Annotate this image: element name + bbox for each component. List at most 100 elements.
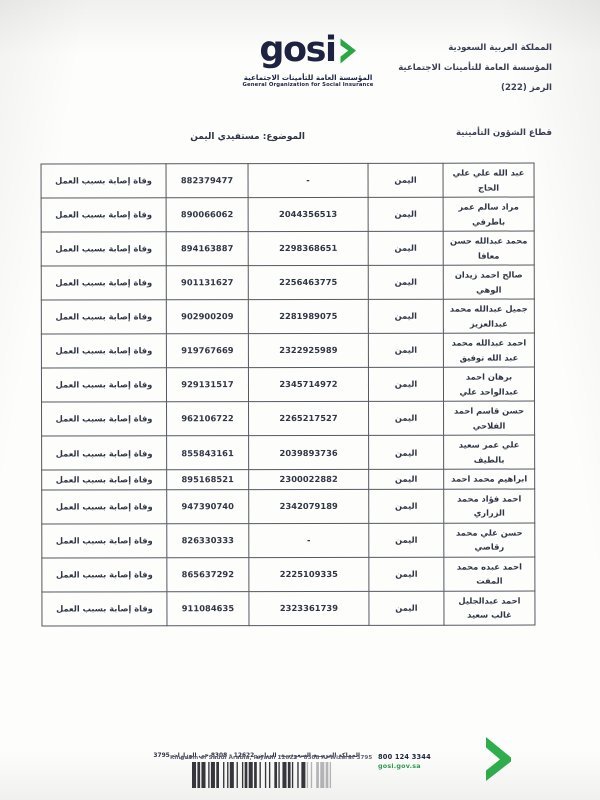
gosi-logo: gosi المؤسسة العامة للتأمينات الاجتماعية… — [228, 33, 388, 89]
cell-country-text: اليمن — [395, 602, 418, 613]
cell-gosi-id-text: 902900209 — [181, 311, 234, 322]
cell-gosi-id: 865637292 — [166, 557, 249, 592]
cell-name: احمد فؤاد محمد الزراري — [443, 488, 535, 524]
cell-national-id: 2342079189 — [248, 489, 369, 524]
table-body: عبد الله علي علي الحاج اليمن - 882379477 وفا… — [41, 163, 535, 626]
cell-national-id-text: - — [306, 175, 310, 186]
cell-country-text: اليمن — [395, 568, 418, 579]
footer-website[interactable]: gosi.gov.sa — [378, 762, 421, 770]
cell-reason-text: وفاة إصابة بسبب العمل — [55, 345, 153, 356]
cell-reason-text: وفاة إصابة بسبب العمل — [55, 277, 153, 288]
cell-country: اليمن — [368, 163, 444, 198]
footer-address-ar: المملكة العربيــة السعوديــة، الرياض 126… — [153, 752, 360, 759]
cell-gosi-id-text: 826330333 — [181, 535, 235, 546]
table-row: محمد عبدالله حسن معافا اليمن 2298368651 894… — [41, 231, 535, 267]
cell-name-text: حسن قاسم احمد الفلاحي — [453, 405, 525, 431]
table-row: عبد الله علي علي الحاج اليمن - 882379477 وفا… — [41, 163, 535, 199]
beneficiaries-table: عبد الله علي علي الحاج اليمن - 882379477 وفا… — [41, 163, 536, 627]
cell-country-text: اليمن — [394, 379, 418, 390]
cell-country: اليمن — [368, 367, 444, 402]
table-row: صالح احمد زيدان الوهي اليمن 2256463775 9011… — [41, 265, 535, 301]
cell-national-id: 2281989075 — [248, 299, 369, 334]
cell-gosi-id-text: 919767669 — [181, 345, 234, 356]
cell-country: اليمن — [368, 265, 444, 300]
cell-country: اليمن — [368, 523, 444, 558]
cell-national-id: - — [248, 163, 369, 198]
cell-national-id: 2300022882 — [248, 469, 369, 490]
cell-gosi-id: 902900209 — [166, 299, 249, 334]
cell-reason: وفاة إصابة بسبب العمل — [41, 591, 167, 626]
cell-reason: وفاة إصابة بسبب العمل — [41, 333, 167, 369]
cell-country-text: اليمن — [394, 311, 418, 322]
cell-name: مراد سالم عمر باطرفي — [443, 197, 535, 232]
cell-reason: وفاة إصابة بسبب العمل — [41, 299, 167, 335]
cell-name-text: علي عمر سعيد بالطيف — [458, 439, 520, 465]
cell-national-id: 2323361739 — [248, 591, 369, 626]
cell-name: عبد الله علي علي الحاج — [443, 163, 535, 198]
cell-national-id-text: 2044356513 — [278, 209, 338, 220]
cell-name: احمد عبدالله محمد عبد الله توفيق — [443, 333, 535, 368]
cell-gosi-id-text: 911084635 — [181, 603, 235, 614]
cell-reason-text: وفاة إصابة بسبب العمل — [55, 569, 153, 580]
table-row: احمد عبدالله محمد عبد الله توفيق اليمن 232… — [41, 333, 535, 369]
footer-address-en: Kingdom of Saudi Arabia, Riyadh 12622 - … — [170, 755, 373, 761]
cell-name-text: صالح احمد زيدان الوهي — [454, 269, 523, 295]
cell-gosi-id: 882379477 — [166, 163, 249, 198]
cell-gosi-id-text: 882379477 — [180, 175, 234, 186]
cell-country: اليمن — [368, 231, 444, 266]
cell-name: جميل عبدالله محمد عبدالعزيز — [443, 299, 535, 334]
cell-reason: وفاة إصابة بسبب العمل — [41, 557, 167, 592]
cell-national-id-text: 2342079189 — [279, 500, 338, 512]
cell-name: احمد عبده محمد المفت — [443, 556, 535, 592]
cell-national-id-text: 2300022882 — [279, 474, 338, 485]
table-row: حسن قاسم احمد الفلاحي اليمن 2265217527 9621… — [41, 401, 535, 437]
cell-reason-text: وفاة إصابة بسبب العمل — [55, 535, 153, 546]
cell-gosi-id-text: 890066062 — [180, 209, 234, 220]
cell-gosi-id-text: 929131517 — [181, 379, 234, 390]
barcode — [192, 762, 332, 788]
cell-reason: وفاة إصابة بسبب العمل — [41, 197, 167, 233]
cell-gosi-id-text: 901131627 — [181, 277, 234, 288]
cell-national-id-text: 2323361739 — [279, 603, 339, 614]
cell-reason: وفاة إصابة بسبب العمل — [41, 470, 167, 490]
cell-reason-text: وفاة إصابة بسبب العمل — [55, 311, 153, 322]
cell-gosi-id-text: 962106722 — [181, 413, 234, 424]
cell-country-text: اليمن — [394, 175, 417, 186]
cell-gosi-id: 929131517 — [166, 367, 249, 402]
cell-name: ابراهيم محمد احمد — [443, 469, 535, 489]
logo-subtitle-ar: المؤسسة العامة للتأمينات الاجتماعية — [243, 73, 373, 82]
cell-gosi-id-text: 855843161 — [181, 447, 234, 458]
cell-gosi-id-text: 947390740 — [181, 501, 234, 512]
cell-reason-text: وفاة إصابة بسبب العمل — [55, 243, 153, 254]
cell-name: حسن علي محمد رقاصي — [443, 522, 535, 558]
cell-gosi-id-text: 865637292 — [181, 569, 235, 580]
cell-name-text: مراد سالم عمر باطرفي — [458, 201, 519, 227]
cell-gosi-id: 911084635 — [166, 591, 249, 626]
table-row: علي عمر سعيد بالطيف اليمن 2039893736 855843… — [41, 435, 535, 471]
cell-national-id-text: 2345714972 — [279, 379, 338, 390]
table-row: مراد سالم عمر باطرفي اليمن 2044356513 89006… — [41, 197, 535, 233]
cell-national-id: 2322925989 — [248, 333, 369, 368]
cell-country-text: اليمن — [394, 345, 418, 356]
table-row: احمد فؤاد محمد الزراري اليمن 2342079189 947… — [41, 488, 535, 524]
cell-gosi-id: 962106722 — [166, 401, 249, 437]
cell-national-id-text: 2039893736 — [279, 447, 338, 458]
header-line-code: الرمز (222) — [501, 83, 552, 94]
cell-gosi-id-text: 894163887 — [180, 243, 234, 254]
cell-gosi-id-text: 895168521 — [181, 474, 234, 485]
cell-name-text: محمد عبدالله حسن معافا — [449, 235, 528, 261]
cell-country: اليمن — [368, 488, 444, 524]
subject-value: مستفيدي اليمن — [190, 132, 260, 142]
cell-national-id-text: 2298368651 — [279, 243, 338, 254]
table-row: برهان احمد عبدالواحد علي اليمن 2345714972 9… — [41, 367, 535, 403]
cell-country: اليمن — [368, 435, 444, 470]
document-footer: المملكة العربيــة السعوديــة، الرياض 126… — [0, 730, 600, 800]
cell-national-id: 2298368651 — [248, 231, 369, 266]
cell-reason-text: وفاة إصابة بسبب العمل — [55, 379, 153, 390]
cell-country: اليمن — [368, 591, 444, 626]
cell-name: احمد عبدالجليل غالب سعيد — [443, 590, 535, 626]
cell-country-text: اليمن — [394, 413, 418, 424]
cell-country-text: اليمن — [394, 243, 417, 254]
cell-gosi-id: 826330333 — [166, 523, 249, 558]
